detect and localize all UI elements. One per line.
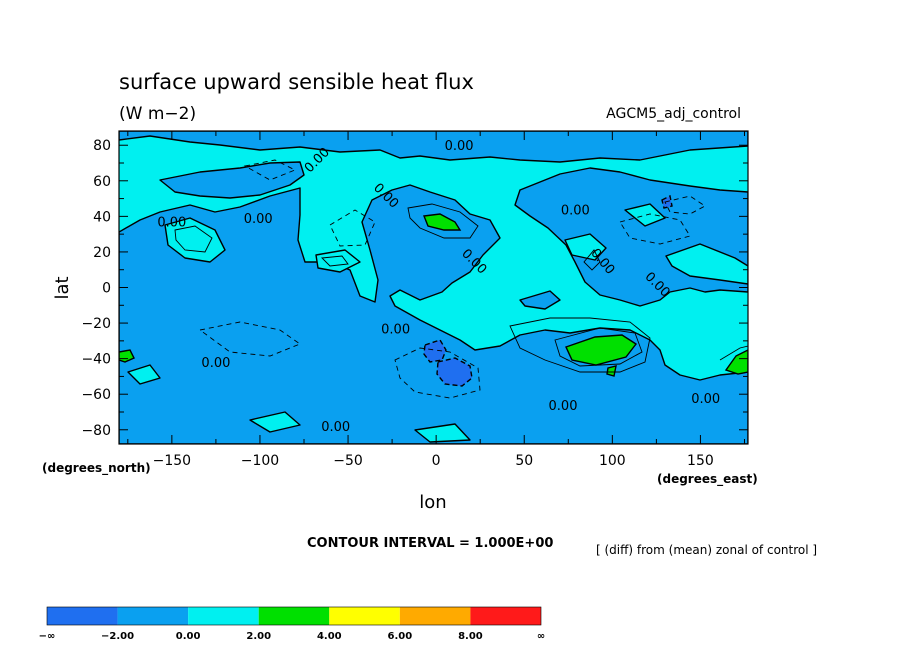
- contour-line: [329, 209, 376, 247]
- colorbar-swatch: [47, 607, 118, 625]
- contour-line: [198, 321, 301, 357]
- contour-label: 0.00: [244, 212, 273, 227]
- x-axis: −150 −100 −50 0 50 100 150: [127, 131, 745, 469]
- colorbar-swatch: [399, 607, 471, 625]
- colorbar-label: 0.00: [176, 631, 201, 642]
- y-axis: 80 60 40 20 0 −20 −40 −60 −80: [81, 138, 748, 439]
- x-tick-label: 50: [515, 453, 533, 469]
- positive-island: [665, 243, 748, 285]
- strong-negative-region: [436, 357, 473, 387]
- colorbar-label: −∞: [39, 631, 56, 642]
- contour-line: [583, 249, 601, 271]
- x-tick-label: −100: [241, 453, 279, 469]
- contour-label: 0.00: [321, 420, 350, 435]
- contour-line: [719, 345, 748, 361]
- colorbar-label: 2.00: [246, 631, 271, 642]
- positive-island: [127, 364, 161, 385]
- contour-label: 0.00: [549, 399, 578, 414]
- y-tick-label: 20: [93, 245, 111, 261]
- negative-regions: [119, 131, 748, 444]
- negative-region: [119, 184, 748, 444]
- contour-line: [243, 159, 297, 181]
- high-positive-region: [423, 213, 462, 231]
- contour-line: [509, 317, 651, 373]
- negative-region: [159, 161, 305, 199]
- positive-contour-lines: [174, 203, 748, 373]
- contour-line: [407, 203, 479, 239]
- positive-island: [414, 423, 471, 443]
- colorbar-swatch: [470, 607, 541, 625]
- colorbar-swatch: [188, 607, 259, 625]
- x-tick-label: 100: [599, 453, 626, 469]
- y-axis-title: lat: [52, 276, 73, 299]
- colorbar-swatch: [329, 607, 400, 625]
- colorbar-swatch: [258, 607, 330, 625]
- contour-label: 0.00: [445, 139, 474, 154]
- contour-line: [619, 213, 691, 245]
- colorbar-label: −2.00: [101, 631, 134, 642]
- contour-interval: CONTOUR INTERVAL = 1.000E+00: [307, 536, 553, 551]
- y-tick-label: 40: [93, 209, 111, 225]
- chart-title: surface upward sensible heat flux: [119, 70, 474, 94]
- strong-negative-region: [661, 194, 673, 209]
- y-tick-label: 60: [93, 174, 111, 190]
- x-axis-title: lon: [419, 492, 446, 513]
- contour-label: 0.00: [691, 392, 720, 407]
- contour-label: 0.00: [157, 216, 186, 231]
- negative-region: [519, 290, 561, 310]
- positive-island: [315, 249, 361, 273]
- y-tick-label: 0: [102, 281, 111, 297]
- y-tick-label: −80: [81, 423, 111, 439]
- colorbar-frame: [46, 606, 542, 626]
- colorbar: −∞ −2.00 0.00 2.00 4.00 6.00 8.00 ∞: [39, 606, 545, 642]
- chart-units: (W m−2): [119, 104, 196, 124]
- x-tick-label: 150: [687, 453, 714, 469]
- negative-contour-lines: [198, 159, 706, 399]
- strong-negative-region: [423, 339, 447, 363]
- colorbar-label: 8.00: [458, 631, 483, 642]
- x-axis-units: (degrees_east): [657, 472, 758, 487]
- x-tick-label: −150: [153, 453, 191, 469]
- contour-line: [174, 225, 213, 253]
- contour-line: [321, 255, 349, 267]
- high-positive-regions: [119, 213, 748, 377]
- negative-region: [119, 131, 748, 163]
- contour-label: 0.00: [561, 203, 590, 218]
- contour-map: 0.000.000.00 0.000.000.000.000.000.000.00…: [119, 131, 748, 444]
- contour-line: [554, 327, 643, 367]
- contour-label: 0.00: [381, 322, 410, 337]
- contour-line: [394, 347, 481, 399]
- positive-island: [249, 411, 301, 433]
- x-tick-label: 0: [432, 453, 441, 469]
- contour-label: 0.00: [201, 356, 230, 371]
- colorbar-label: 4.00: [317, 631, 342, 642]
- high-positive-region: [565, 334, 638, 366]
- contour-line: [664, 195, 706, 215]
- x-tick-label: −50: [333, 453, 363, 469]
- colorbar-label: 6.00: [388, 631, 413, 642]
- run-label: AGCM5_adj_control: [606, 106, 741, 122]
- y-tick-label: −20: [81, 316, 111, 332]
- strong-negative-regions: [423, 194, 673, 387]
- diff-note: [ (diff) from (mean) zonal of control ]: [596, 543, 817, 557]
- y-tick-label: −60: [81, 387, 111, 403]
- high-positive-region: [606, 365, 617, 377]
- colorbar-swatch: [117, 607, 189, 625]
- y-axis-units: (degrees_north): [42, 461, 151, 476]
- y-tick-label: 80: [93, 138, 111, 154]
- positive-island: [624, 203, 666, 227]
- colorbar-label: ∞: [537, 631, 545, 642]
- high-positive-region: [724, 349, 748, 375]
- y-tick-label: −40: [81, 352, 111, 368]
